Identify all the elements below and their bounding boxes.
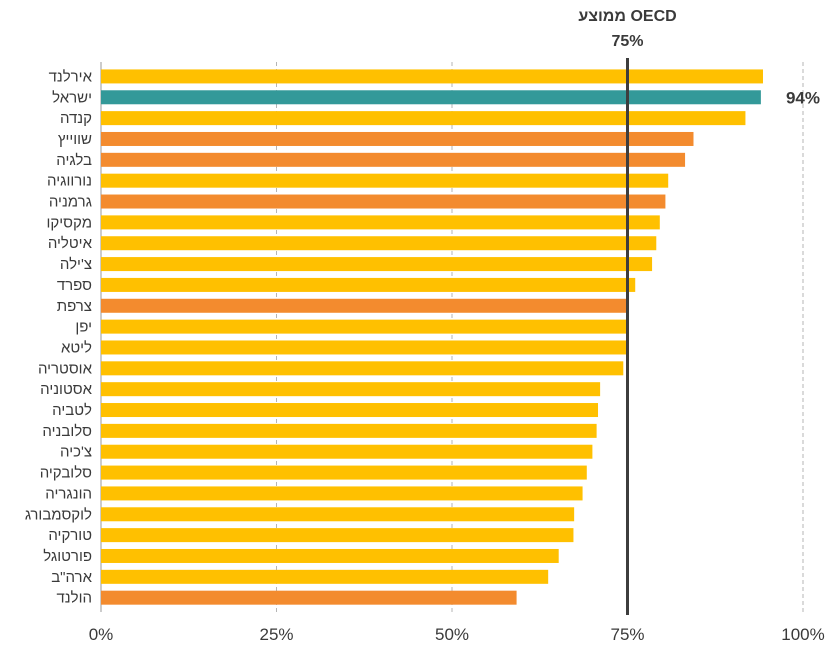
category-label-21: לוקסמבורג bbox=[25, 506, 92, 523]
x-tick-label-3: 75% bbox=[610, 625, 644, 644]
bar-15 bbox=[101, 382, 601, 397]
bar-19 bbox=[101, 465, 587, 480]
bar-23 bbox=[101, 548, 559, 563]
bar-4 bbox=[101, 152, 686, 167]
category-label-15: אסטוניה bbox=[40, 381, 92, 398]
bar-20 bbox=[101, 486, 583, 501]
bar-17 bbox=[101, 423, 597, 438]
bar-1 bbox=[101, 90, 761, 105]
x-axis-tick-labels: 0% 25% 50% 75% 100% bbox=[89, 625, 825, 644]
category-label-4: בלגיה bbox=[56, 152, 92, 169]
category-label-10: ספרד bbox=[57, 277, 92, 294]
category-label-7: מקסיקו bbox=[47, 214, 92, 231]
bar-10 bbox=[101, 277, 636, 292]
bar-5 bbox=[101, 173, 669, 188]
category-label-16: לטביה bbox=[52, 402, 92, 419]
bar-16 bbox=[101, 403, 599, 418]
category-label-14: אוסטריה bbox=[38, 360, 93, 377]
x-tick-label-2: 50% bbox=[435, 625, 469, 644]
bars bbox=[101, 69, 763, 605]
bar-0 bbox=[101, 69, 763, 84]
category-label-5: נורווגיה bbox=[47, 173, 92, 190]
bar-18 bbox=[101, 444, 593, 459]
category-label-6: גרמניה bbox=[49, 194, 92, 211]
bar-25 bbox=[101, 590, 517, 605]
bar-24 bbox=[101, 569, 549, 584]
category-label-11: צרפת bbox=[57, 298, 92, 315]
category-label-2: קנדה bbox=[60, 110, 92, 127]
category-label-13: ליטא bbox=[61, 339, 92, 356]
bar-13 bbox=[101, 340, 628, 355]
bar-3 bbox=[101, 131, 694, 146]
bar-6 bbox=[101, 194, 666, 209]
bar-14 bbox=[101, 361, 624, 376]
category-label-22: טורקיה bbox=[48, 527, 92, 544]
category-label-24: ארה"ב bbox=[51, 569, 92, 586]
bar-22 bbox=[101, 528, 574, 543]
category-label-0: אירלנד bbox=[49, 68, 93, 85]
category-label-17: סלובניה bbox=[42, 423, 92, 440]
bar-12 bbox=[101, 319, 628, 334]
category-label-23: פורטוגל bbox=[43, 548, 92, 565]
oecd-average-reference: ממוצע OECD 75% bbox=[578, 8, 677, 615]
category-labels: אירלנד ישראל קנדה שווייץ בלגיה נורווגיה גרמניה… bbox=[25, 68, 93, 606]
category-label-9: צ'ילה bbox=[60, 256, 92, 273]
oecd-average-value: 75% bbox=[611, 33, 643, 50]
oecd-average-label: ממוצע OECD bbox=[578, 8, 676, 25]
category-label-25: הולנד bbox=[56, 590, 92, 607]
x-tick-label-1: 25% bbox=[259, 625, 293, 644]
data-labels: 94% bbox=[786, 88, 820, 107]
category-label-8: איטליה bbox=[48, 235, 93, 252]
category-label-1: ישראל bbox=[52, 89, 92, 106]
data-label-0: 94% bbox=[786, 88, 820, 107]
bar-9 bbox=[101, 257, 653, 272]
bar-2 bbox=[101, 111, 746, 126]
bar-7 bbox=[101, 215, 660, 230]
bar-11 bbox=[101, 298, 628, 313]
category-label-12: יפן bbox=[75, 319, 92, 336]
category-label-3: שווייץ bbox=[58, 131, 92, 148]
category-label-18: צ'כיה bbox=[60, 444, 92, 461]
bar-8 bbox=[101, 236, 657, 251]
bar-21 bbox=[101, 507, 575, 522]
x-tick-label-4: 100% bbox=[781, 625, 824, 644]
x-tick-label-0: 0% bbox=[89, 625, 114, 644]
category-label-19: סלובקיה bbox=[40, 465, 92, 482]
category-label-20: הונגריה bbox=[45, 485, 92, 502]
